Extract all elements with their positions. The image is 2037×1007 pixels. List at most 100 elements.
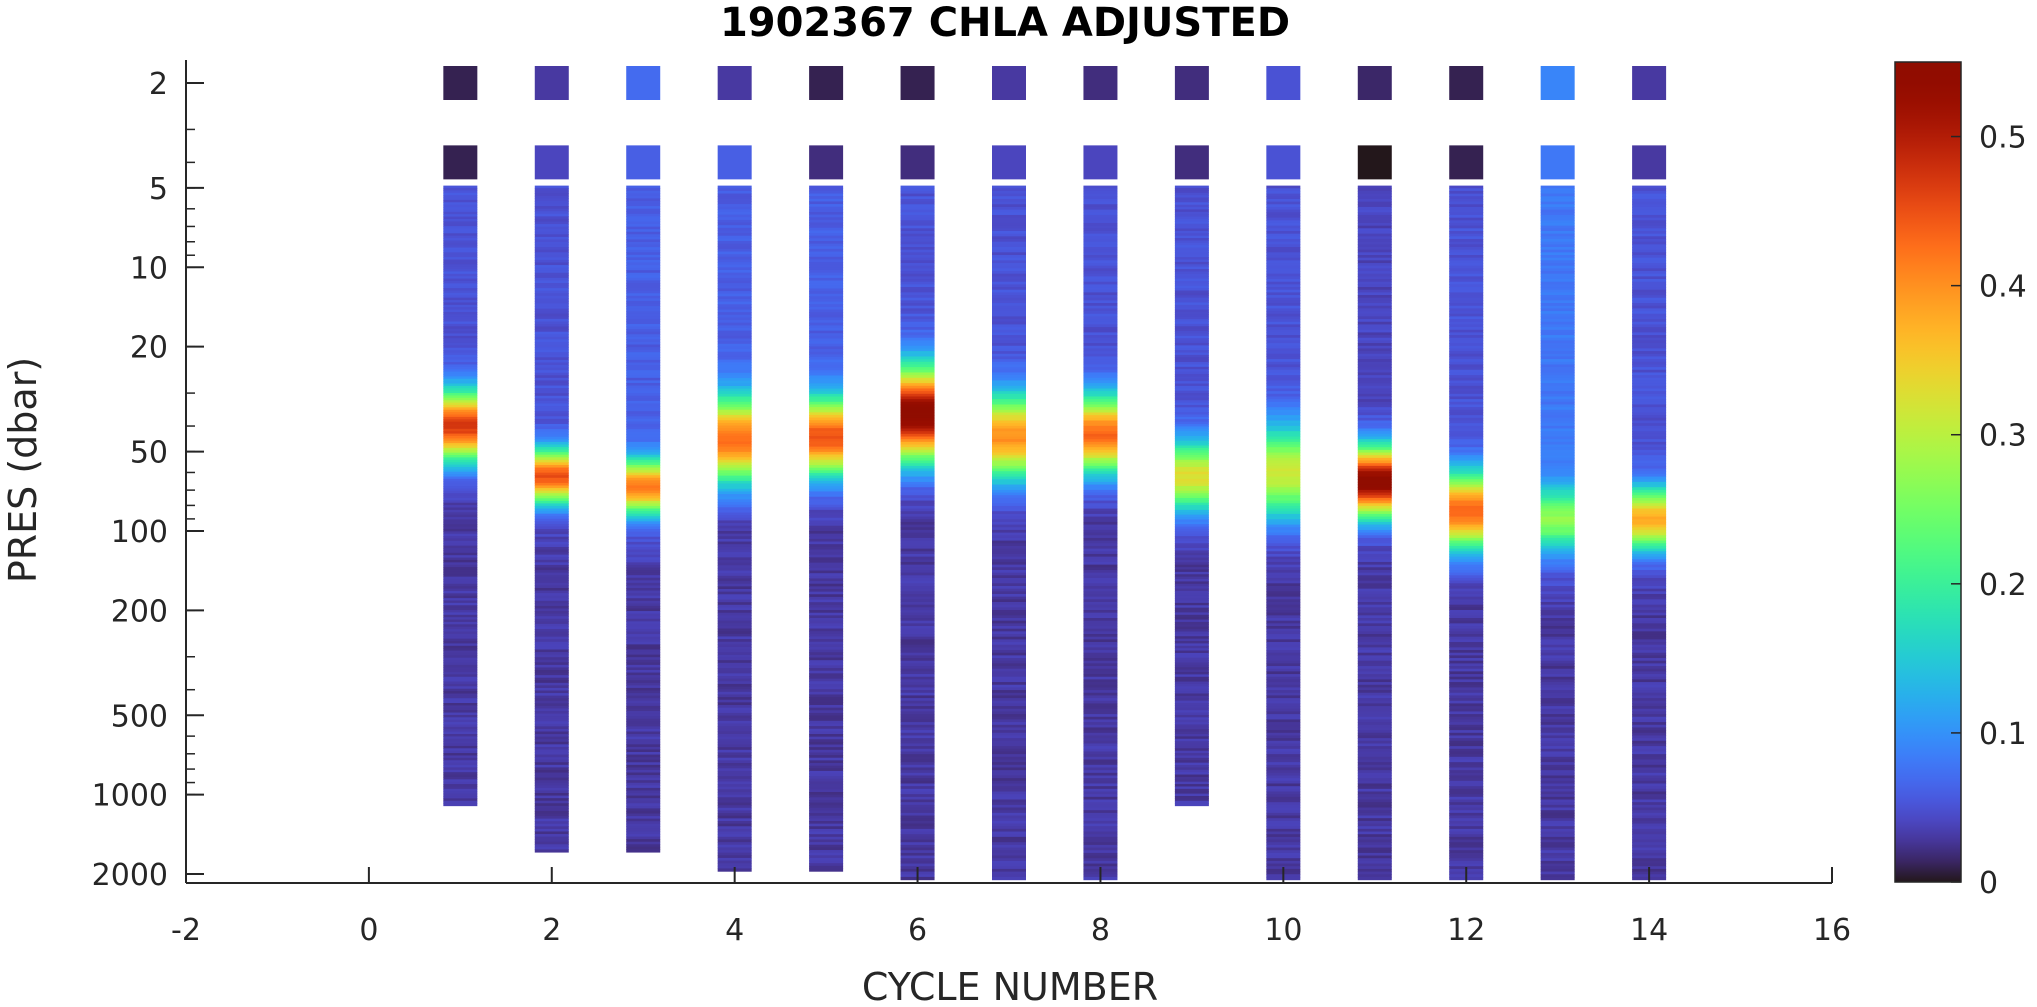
profile-cell: [1266, 263, 1301, 267]
profile-cell: [1632, 628, 1667, 632]
profile-cell: [443, 383, 478, 387]
profile-cell: [1266, 206, 1301, 211]
profile-cell: [1266, 327, 1301, 331]
profile-cell: [992, 732, 1026, 737]
profile-cell: [1632, 831, 1667, 835]
profile-cell: [1357, 820, 1392, 825]
profile-cell: [1357, 754, 1392, 758]
profile-cell: [1540, 481, 1575, 486]
profile-cell: [1449, 596, 1484, 600]
profile-cell: [626, 231, 661, 235]
profile-cell: [1449, 206, 1484, 211]
profile-cell: [626, 552, 661, 556]
profile-cell: [534, 477, 569, 481]
profile-cell: [626, 734, 661, 738]
profile-cell: [1449, 244, 1484, 248]
profile-cell: [1449, 743, 1484, 747]
profile-cell: [1540, 762, 1575, 766]
profile-cell: [534, 211, 569, 215]
profile-cell: [900, 452, 935, 456]
profile-cell: [900, 834, 935, 838]
profile-cell: [1174, 607, 1209, 611]
profile-cell: [1632, 417, 1667, 422]
profile-cell: [717, 657, 752, 661]
profile-cell: [626, 718, 661, 722]
profile-cell: [1266, 233, 1301, 237]
profile-cell: [1083, 316, 1118, 320]
profile-cell: [992, 529, 1026, 534]
profile-cell: [1174, 216, 1209, 220]
profile-cell: [1083, 674, 1118, 678]
profile-cell: [626, 752, 661, 756]
profile-cell: [1632, 834, 1667, 838]
profile-cell: [626, 834, 661, 838]
profile-cell: [443, 626, 478, 630]
profile-cell: [534, 326, 569, 330]
profile-cell: [1540, 455, 1575, 459]
profile-cell: [534, 395, 569, 399]
profile-cell: [1357, 684, 1392, 689]
profile-cell: [809, 578, 844, 582]
profile-cell: [626, 541, 661, 546]
profile-cell: [992, 206, 1026, 211]
profile-cell: [992, 716, 1026, 721]
profile-cell: [443, 719, 478, 723]
profile-cell: [1174, 309, 1209, 313]
profile-cell: [809, 596, 844, 601]
profile-cell: [1449, 695, 1484, 699]
profile-cell: [626, 216, 661, 220]
profile-cell: [534, 334, 569, 338]
profile-cell: [717, 240, 752, 245]
profile-cell: [809, 765, 844, 769]
profile-cell: [534, 605, 569, 610]
profile-cell: [534, 472, 569, 476]
profile-cell: [1449, 658, 1484, 662]
profile-cell: [900, 236, 935, 240]
profile-cell: [900, 484, 935, 488]
profile-cell: [992, 255, 1026, 259]
profile-cell: [717, 433, 752, 437]
profile-cell: [809, 591, 844, 595]
profile-cell: [1449, 650, 1484, 654]
profile-cell: [626, 244, 661, 248]
profile-cell: [534, 444, 569, 448]
profile-cell: [1540, 367, 1575, 371]
profile-cell: [1174, 519, 1209, 523]
profile-cell: [809, 349, 844, 353]
profile-cell: [809, 768, 844, 772]
profile-cell: [900, 820, 935, 825]
profile-cell: [717, 530, 752, 535]
profile-cell: [1540, 596, 1575, 600]
profile-cell: [1632, 225, 1667, 229]
profile-cell: [1357, 836, 1392, 841]
profile-cell: [992, 268, 1026, 272]
profile-cell: [900, 529, 935, 534]
profile-cell: [626, 224, 661, 228]
profile-cell: [626, 493, 661, 497]
profile-cell: [717, 306, 752, 311]
profile-cell: [1449, 850, 1484, 854]
profile-cell: [1357, 676, 1392, 681]
profile-cell: [809, 367, 844, 371]
profile-cell: [1174, 195, 1209, 199]
profile-cell: [534, 741, 569, 745]
profile-cell: [1357, 642, 1392, 646]
profile-cell: [1083, 751, 1118, 755]
profile-cell: [1266, 537, 1301, 542]
profile-cell: [900, 535, 935, 539]
profile-cell: [1632, 257, 1667, 261]
profile-cell: [1266, 217, 1301, 221]
profile-cell: [1540, 740, 1575, 745]
x-axis-label: CYCLE NUMBER: [862, 965, 1158, 1007]
profile-cell: [626, 846, 661, 851]
profile-cell: [1357, 567, 1392, 571]
profile-cell: [1266, 431, 1301, 435]
profile-cell: [626, 529, 661, 533]
profile-cell: [1174, 383, 1209, 387]
profile-cell: [1357, 521, 1392, 526]
profile-cell: [1449, 719, 1484, 723]
profile-cell: [900, 353, 935, 358]
profile-cell: [1632, 668, 1667, 672]
profile-cell: [1449, 260, 1484, 264]
profile-cell: [1357, 823, 1392, 827]
